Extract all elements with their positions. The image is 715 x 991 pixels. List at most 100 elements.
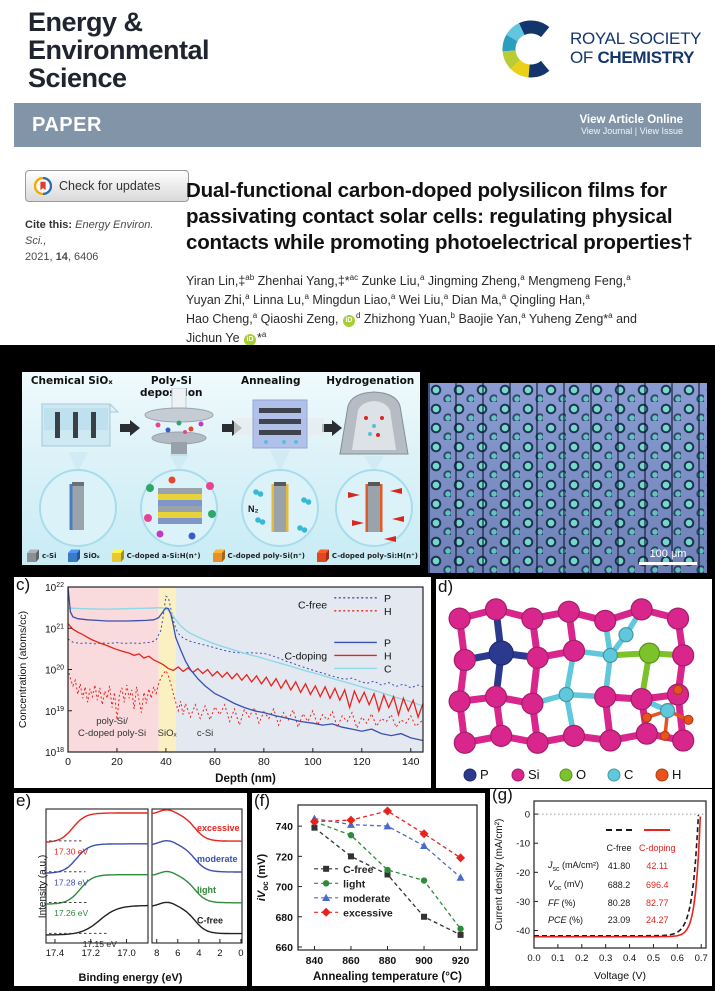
legend-item-siox: SiOₓ	[67, 548, 100, 563]
svg-text:Depth (nm): Depth (nm)	[215, 773, 276, 785]
figure-panel-f-ivoc-chart: (f) 840 860 880 900 920 660 680 700 720 740 C-free…	[252, 791, 485, 986]
svg-text:excessive: excessive	[343, 907, 393, 919]
svg-text:excessive: excessive	[197, 823, 240, 833]
paper-type-label: PAPER	[32, 113, 102, 136]
svg-text:light: light	[197, 885, 216, 895]
svg-text:Annealing temperature (°C): Annealing temperature (°C)	[313, 971, 462, 983]
svg-text:Si: Si	[528, 767, 540, 782]
figure-panel-e-xps-chart: e) Intensity (a.u.) 17.4 17.2 17.0 17.15 eV…	[14, 791, 247, 986]
svg-text:0.7: 0.7	[695, 953, 708, 964]
svg-text:100: 100	[304, 756, 322, 768]
orcid-icon[interactable]: iD	[244, 334, 256, 347]
figure-panel-b-micrograph: 100 μm	[428, 383, 707, 573]
svg-text:c-Si: c-Si	[197, 728, 213, 739]
svg-text:Current density (mA/cm²): Current density (mA/cm²)	[494, 819, 505, 931]
figure-panel-c-sims-chart: c) 0 20 40 60 80 100 120 140 1018 1019 1020 1021 102…	[14, 575, 431, 788]
rsc-c-icon	[502, 20, 550, 78]
svg-text:-20: -20	[516, 868, 530, 879]
journal-title: Energy & Environmental Science	[28, 8, 210, 94]
rsc-text-line1: ROYAL SOCIETY	[570, 29, 702, 49]
svg-text:740: 740	[275, 821, 293, 833]
table-column-header: C-doping	[639, 823, 683, 857]
svg-text:40: 40	[160, 756, 172, 768]
check-updates-label: Check for updates	[59, 179, 161, 193]
svg-text:17.28 eV: 17.28 eV	[54, 877, 88, 887]
step-title-annealing: Annealing	[241, 375, 301, 387]
svg-text:0.6: 0.6	[671, 953, 684, 964]
svg-text:Concentration (atoms/cc): Concentration (atoms/cc)	[17, 611, 29, 728]
svg-text:0.5: 0.5	[647, 953, 660, 964]
bubble-wafer-siox	[69, 482, 84, 530]
svg-text:C-doped poly-Si: C-doped poly-Si	[78, 728, 146, 739]
figure-panel-d-atomic-model: d) P Si O C H	[436, 577, 712, 788]
svg-text:840: 840	[306, 955, 324, 967]
svg-text:-30: -30	[516, 897, 530, 908]
svg-text:P: P	[384, 593, 391, 605]
zoom-bubbles	[39, 469, 413, 547]
svg-text:P: P	[480, 767, 489, 782]
journal-title-line3: Science	[28, 63, 127, 94]
svg-text:920: 920	[452, 955, 470, 967]
crossmark-icon	[34, 177, 52, 195]
orcid-icon[interactable]: iD	[342, 315, 355, 328]
svg-text:C-doping: C-doping	[285, 650, 328, 662]
author-line: Hao Cheng,a Qiaoshi Zeng, iDd Zhizhong Y…	[186, 310, 637, 328]
svg-text:17.0: 17.0	[117, 948, 135, 959]
svg-text:0.4: 0.4	[623, 953, 636, 964]
rsc-logo: ROYAL SOCIETY OF CHEMISTRY	[500, 14, 705, 84]
bubble-annealed-stack: N₂	[248, 482, 312, 533]
table-column-header: C-free	[606, 823, 639, 857]
sims-chart-svg: 0 20 40 60 80 100 120 140 1018 1019 1020 1021 1022 De…	[17, 582, 424, 785]
svg-text:17.2: 17.2	[81, 948, 100, 959]
step-title-chemical-siox: Chemical SiOₓ	[30, 375, 113, 387]
article-links: View Article Online View Journal | View …	[579, 114, 683, 136]
svg-text:-40: -40	[516, 926, 530, 937]
deposition-chamber-graphic	[144, 388, 214, 456]
svg-text:1019: 1019	[45, 706, 64, 718]
process-illustration: N₂	[39, 388, 413, 547]
svg-text:0: 0	[525, 810, 530, 821]
svg-text:6: 6	[175, 948, 180, 959]
author-line: Jichun Ye iD *a	[186, 329, 267, 347]
svg-text:H: H	[672, 767, 681, 782]
table-row: Voc (mV) 688.2 696.4	[548, 879, 669, 893]
journal-title-line2: Environmental	[28, 35, 210, 66]
svg-text:iVoc (mV): iVoc (mV)	[256, 854, 270, 902]
bubble-deposition-stack	[144, 476, 216, 540]
panel-label-f: (f)	[254, 791, 271, 810]
figure-band: Chemical SiOₓ Poly-Si deposition Anneali…	[0, 345, 715, 991]
svg-text:4: 4	[196, 948, 201, 959]
svg-text:0.0: 0.0	[527, 953, 540, 964]
svg-text:8: 8	[154, 948, 159, 959]
chemical-bath-graphic	[40, 403, 120, 447]
svg-text:720: 720	[275, 851, 293, 863]
svg-text:light: light	[343, 878, 366, 890]
svg-text:C-free: C-free	[197, 916, 223, 926]
svg-text:H: H	[384, 606, 392, 618]
svg-text:900: 900	[415, 955, 433, 967]
view-article-online-link[interactable]: View Article Online	[579, 114, 683, 126]
svg-text:C-free: C-free	[298, 599, 327, 611]
check-for-updates-button[interactable]: Check for updates	[25, 170, 189, 202]
svg-text:SiOₓ: SiOₓ	[158, 728, 178, 739]
citation-info: Cite this: Energy Environ. Sci., 2021, 1…	[25, 219, 154, 263]
ivoc-chart-svg: 840 860 880 900 920 660 680 700 720 740 C-free ligh…	[256, 804, 478, 983]
legend-item-cdoped-polysi: C-doped poly-Si(n⁺)	[212, 548, 305, 563]
process-step-titles: Chemical SiOₓ Poly-Si deposition Anneali…	[22, 375, 420, 399]
svg-text:1022: 1022	[45, 582, 64, 594]
author-line: Yuyan Zhi,a Linna Lu,a Mingdun Liao,a We…	[186, 291, 590, 308]
author-line: Yiran Lin,‡ab Zhenhai Yang,‡*ac Zunke Li…	[186, 273, 631, 289]
view-journal-issue-links[interactable]: View Journal | View Issue	[580, 126, 683, 136]
svg-text:660: 660	[275, 942, 293, 954]
svg-text:17.4: 17.4	[46, 948, 65, 959]
svg-text:140: 140	[402, 756, 420, 768]
legend-item-csi: c-Si	[26, 548, 57, 563]
svg-text:C: C	[624, 767, 633, 782]
svg-text:860: 860	[342, 955, 360, 967]
table-row: Jsc (mA/cm²) 41.80 42.11	[548, 860, 669, 873]
svg-text:0.3: 0.3	[599, 953, 612, 964]
svg-text:880: 880	[379, 955, 397, 967]
svg-text:680: 680	[275, 912, 293, 924]
svg-text:H: H	[384, 650, 392, 662]
step-title-hydrogenation: Hydrogenation	[326, 375, 415, 387]
